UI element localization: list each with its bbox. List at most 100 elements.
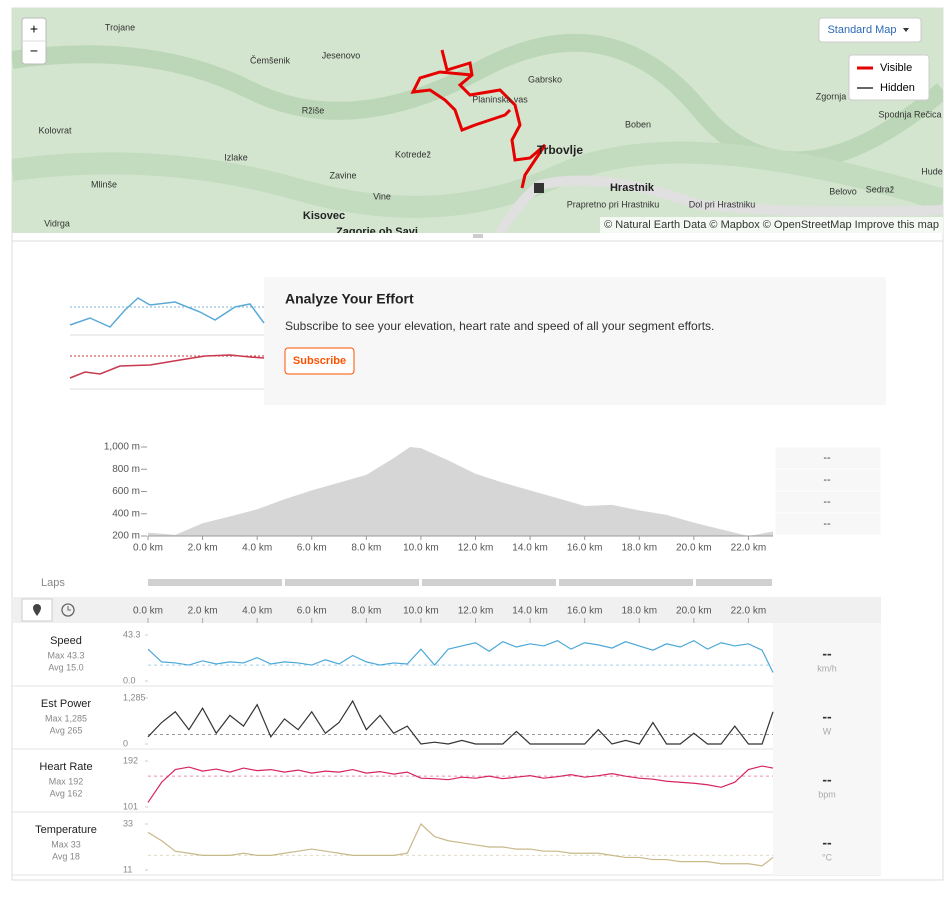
place-label: Jesenovo	[322, 50, 361, 60]
attribution-bg	[600, 217, 943, 233]
x-tick-label: 2.0 km	[188, 543, 218, 554]
stream-line	[147, 765, 774, 803]
stream-stat: Avg 18	[52, 851, 80, 861]
terrain	[12, 141, 943, 218]
place-label: Kotredež	[395, 149, 432, 159]
unit: W	[823, 726, 832, 736]
place-label: Izlake	[224, 152, 248, 162]
town-area	[495, 175, 943, 233]
clock-icon[interactable]	[61, 603, 75, 617]
place-label: Prapretno pri Hrastniku	[567, 199, 660, 209]
x-tick-label: 14.0 km	[512, 606, 548, 617]
x-tick-label: 22.0 km	[731, 543, 767, 554]
subscribe-button[interactable]	[284, 347, 355, 375]
x-tick-label: 0.0 km	[133, 606, 163, 617]
stat-value: --	[823, 474, 831, 486]
place-label: Planinska vas	[472, 94, 528, 104]
clock-hand	[67, 606, 71, 611]
stat-cell	[774, 512, 882, 536]
stream-line	[147, 699, 774, 745]
x-tick-label: 14.0 km	[512, 543, 548, 554]
x-tick-label: 4.0 km	[242, 543, 272, 554]
finish-flag	[534, 183, 544, 193]
y-tick-label: 1,285	[123, 692, 146, 702]
zoom-out[interactable]: −	[30, 43, 38, 59]
map-style-label[interactable]: Standard Map	[827, 24, 896, 36]
current-cell	[773, 623, 881, 686]
x-tick-label: 0.0 km	[133, 543, 163, 554]
pin-icon	[33, 604, 41, 616]
caret	[903, 28, 909, 32]
attribution[interactable]: © Natural Earth Data © Mapbox © OpenStre…	[604, 219, 939, 231]
stream-stat: Avg 162	[50, 788, 83, 798]
place-label: Vidrga	[44, 218, 70, 228]
lap-bar[interactable]	[422, 579, 556, 586]
place-label: Mlinše	[91, 179, 117, 189]
unit: km/h	[817, 663, 837, 673]
x-tick-label: 6.0 km	[297, 543, 327, 554]
y-tick-label: 800 m	[112, 464, 140, 475]
x-tick-label: 6.0 km	[297, 606, 327, 617]
x-tick-label: 22.0 km	[731, 606, 767, 617]
x-tick-label: 12.0 km	[458, 606, 494, 617]
unit: bpm	[818, 789, 836, 799]
place-label: Kolovrat	[38, 125, 72, 135]
place-label: Trbovlje	[537, 143, 583, 157]
legend-label: Hidden	[880, 82, 915, 94]
x-tick-label: 20.0 km	[676, 606, 712, 617]
map-style-button[interactable]	[818, 17, 922, 43]
stream-name: Heart Rate	[39, 761, 92, 773]
y-tick-label: 43.3	[123, 629, 141, 639]
stream-name: Speed	[50, 635, 82, 647]
place-label: Gabrsko	[528, 74, 562, 84]
route	[410, 49, 547, 189]
lap-bar[interactable]	[696, 579, 772, 586]
place-label: Zavine	[329, 170, 356, 180]
current-cell	[773, 749, 881, 812]
place-label: Kisovec	[303, 210, 345, 222]
place-label: Hrastnik	[610, 182, 655, 194]
current-value: --	[822, 709, 832, 725]
lap-bar[interactable]	[285, 579, 419, 586]
place-label: Trojane	[105, 22, 135, 32]
stream-line	[147, 823, 774, 867]
stat-value: --	[823, 518, 831, 530]
y-tick-label: 192	[123, 755, 138, 765]
thumbnail	[70, 277, 264, 405]
x-tick-label: 12.0 km	[458, 543, 494, 554]
zoom-in[interactable]: +	[30, 21, 38, 37]
x-tick-label: 16.0 km	[567, 606, 603, 617]
y-tick-label: 101	[123, 801, 138, 811]
x-tick-label: 2.0 km	[188, 606, 218, 617]
stream-stat: Avg 15.0	[48, 662, 83, 672]
x-tick-label: 18.0 km	[621, 543, 657, 554]
place-label: Dol pri Hrastniku	[689, 199, 756, 209]
laps-label: Laps	[41, 577, 65, 589]
place-label: Ržiše	[302, 105, 325, 115]
stat-value: --	[823, 452, 831, 464]
unit: °C	[822, 852, 833, 862]
map: Trojane Čemšenik Jesenovo Gabrsko Planin…	[12, 8, 943, 238]
current-value: --	[822, 772, 832, 788]
current-cell	[773, 686, 881, 749]
current-cell	[773, 812, 881, 875]
subscribe-label[interactable]: Subscribe	[293, 355, 346, 367]
resize-grip[interactable]	[473, 234, 483, 238]
lap-bar[interactable]	[148, 579, 282, 586]
y-tick-label: 0.0	[123, 675, 136, 685]
stream-stat: Max 33	[51, 839, 81, 849]
place-label: Vine	[373, 191, 391, 201]
stream-axis-bar	[12, 597, 881, 623]
y-tick-label: 400 m	[112, 508, 140, 519]
stream-stat: Avg 265	[50, 725, 83, 735]
stream-name: Est Power	[41, 698, 91, 710]
thumb-series	[69, 297, 265, 328]
current-value: --	[822, 835, 832, 851]
current-value: --	[822, 646, 832, 662]
lap-bar[interactable]	[559, 579, 693, 586]
y-tick-label: 33	[123, 818, 133, 828]
card-description: Subscribe to see your elevation, heart r…	[285, 319, 714, 333]
place-label: Zagorje ob Savi	[336, 226, 418, 238]
place-label: Čemšenik	[250, 55, 291, 65]
